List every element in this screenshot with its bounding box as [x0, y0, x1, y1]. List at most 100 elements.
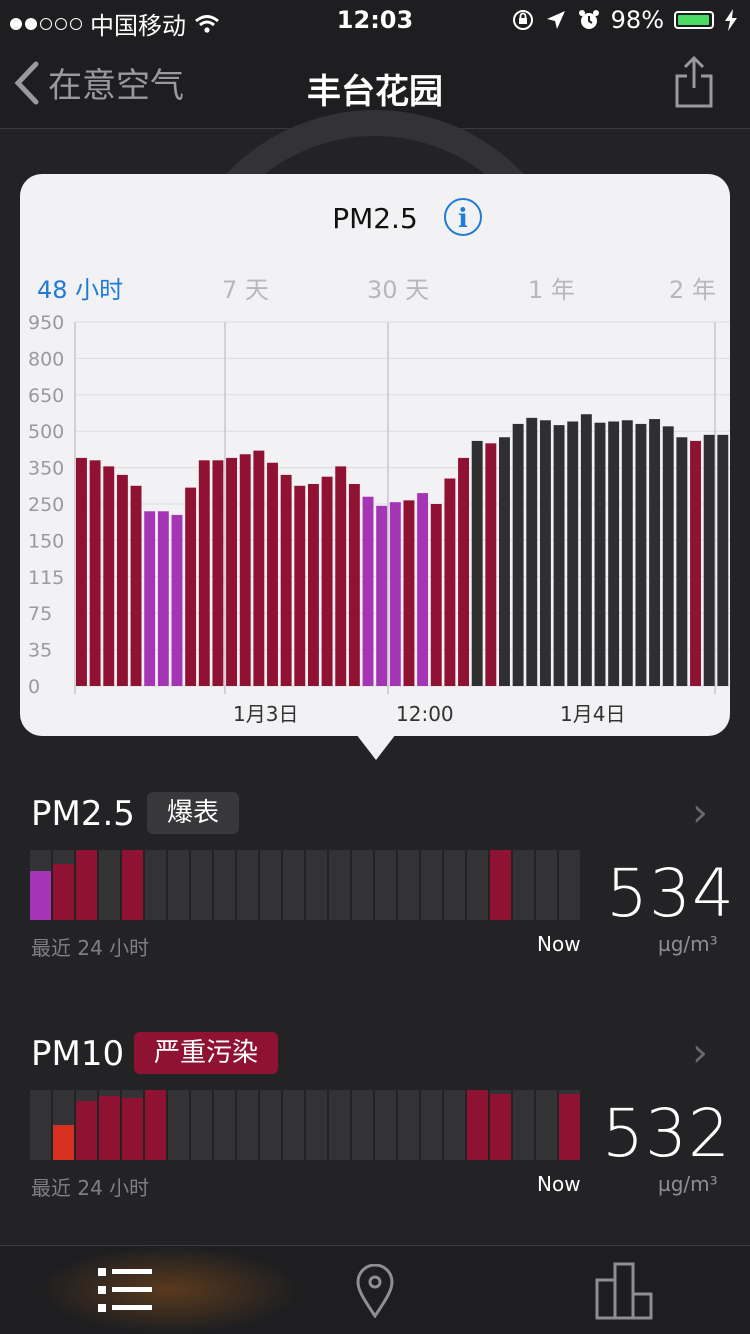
- location-pin-icon[interactable]: [355, 1264, 395, 1318]
- pm25-bar: [444, 478, 456, 686]
- pm25-bar: [580, 414, 592, 686]
- pm10-chevron-right-icon[interactable]: ›: [692, 1030, 708, 1076]
- pm25-bar: [335, 466, 347, 686]
- back-button[interactable]: 在意空气: [14, 58, 184, 107]
- status-right: 98%: [511, 6, 738, 34]
- y-tick-label: 115: [28, 567, 64, 589]
- hour-bar: [283, 850, 304, 920]
- pm25-bar: [212, 460, 224, 686]
- pm25-bar: [703, 434, 715, 686]
- hour-bar: [490, 1090, 511, 1160]
- pm25-bar: [171, 514, 183, 686]
- hour-bar: [168, 1090, 189, 1160]
- hour-bar: [444, 1090, 465, 1160]
- hour-bar: [122, 1090, 143, 1160]
- hour-bar: [306, 850, 327, 920]
- pm25-bar: [130, 485, 142, 686]
- hour-bar: [444, 850, 465, 920]
- y-tick-label: 650: [28, 385, 64, 407]
- location-arrow-icon: [546, 11, 565, 29]
- battery-icon: [674, 11, 714, 29]
- x-tick-label: 1月4日: [560, 702, 625, 726]
- y-tick-label: 150: [28, 530, 64, 552]
- y-tick-label: 0: [28, 676, 40, 698]
- pm25-bar: [103, 466, 115, 686]
- hour-bar: [237, 850, 258, 920]
- hour-bar: [283, 1090, 304, 1160]
- pm25-bar: [567, 421, 579, 686]
- bar-chart-icon[interactable]: [594, 1262, 656, 1320]
- hour-bar: [352, 850, 373, 920]
- y-tick-label: 500: [28, 421, 64, 443]
- status-time: 12:03: [336, 6, 414, 34]
- pm25-status-badge: 爆表: [147, 792, 240, 834]
- range-48h[interactable]: 48 小时: [37, 276, 124, 304]
- hour-bar: [99, 850, 120, 920]
- pm10-24h-bars: [30, 1090, 580, 1160]
- pm10-card-title: PM10: [31, 1034, 125, 1074]
- charging-bolt-icon: [725, 9, 737, 31]
- range-7d[interactable]: 7 天: [222, 276, 269, 304]
- pm25-bar: [553, 425, 565, 686]
- pm25-caption: 最近 24 小时: [31, 936, 150, 960]
- pm25-bar: [389, 502, 401, 686]
- back-label: 在意空气: [48, 66, 184, 106]
- signal-dot: [55, 17, 67, 30]
- hour-bar: [30, 1090, 51, 1160]
- pm25-bar: [376, 505, 388, 686]
- battery-percent: 98%: [610, 6, 664, 34]
- pm25-chevron-right-icon[interactable]: ›: [692, 790, 708, 836]
- hour-bar: [513, 1090, 534, 1160]
- info-icon[interactable]: i: [444, 198, 482, 236]
- pm25-unit: µg/m³: [658, 932, 718, 956]
- range-2y[interactable]: 2 年: [669, 276, 716, 304]
- pm25-bar: [253, 450, 265, 686]
- range-1y[interactable]: 1 年: [528, 276, 575, 304]
- hour-bar: [306, 1090, 327, 1160]
- pm25-bar: [676, 437, 688, 686]
- pm25-value: 534: [606, 855, 735, 932]
- list-icon[interactable]: [96, 1266, 154, 1316]
- pm10-value: 532: [602, 1095, 731, 1172]
- pm25-bar: [280, 474, 292, 686]
- pm25-bar: [403, 500, 415, 686]
- pm25-bar: [239, 454, 251, 686]
- wifi-icon: [195, 14, 219, 33]
- hour-bar: [559, 1090, 580, 1160]
- hour-bar: [536, 850, 557, 920]
- pm25-bar: [594, 422, 606, 686]
- hour-bar: [191, 1090, 212, 1160]
- pm25-bar: [717, 434, 729, 686]
- pm25-bar: [526, 417, 538, 686]
- pm25-bar: [185, 487, 197, 686]
- range-30d[interactable]: 30 天: [367, 276, 430, 304]
- pm25-bar: [471, 440, 483, 686]
- hour-bar: [76, 850, 97, 920]
- hour-bar: [260, 1090, 281, 1160]
- pm25-bar: [417, 493, 429, 686]
- pm25-bar: [649, 419, 661, 686]
- hour-bar: [490, 850, 511, 920]
- hour-bar: [53, 1090, 74, 1160]
- x-tick-label: 12:00: [396, 702, 454, 726]
- hour-bar: [191, 850, 212, 920]
- hour-bar: [122, 850, 143, 920]
- hour-bar: [467, 850, 488, 920]
- pm25-card-title: PM2.5: [31, 794, 135, 834]
- y-tick-label: 950: [28, 312, 64, 334]
- signal-strength-icon: [10, 17, 82, 30]
- pm25-bar: [116, 474, 128, 686]
- pm25-bar: [89, 460, 101, 686]
- pm25-bar: [362, 496, 374, 686]
- pm25-bar: [307, 483, 319, 686]
- y-tick-label: 35: [28, 640, 52, 662]
- hour-bar: [329, 1090, 350, 1160]
- hour-bar: [352, 1090, 373, 1160]
- pm25-bar: [635, 423, 647, 686]
- hour-bar: [76, 1090, 97, 1160]
- hour-bar: [214, 1090, 235, 1160]
- pm25-bar: [144, 511, 156, 686]
- share-icon[interactable]: [674, 56, 714, 108]
- y-tick-label: 800: [28, 348, 64, 370]
